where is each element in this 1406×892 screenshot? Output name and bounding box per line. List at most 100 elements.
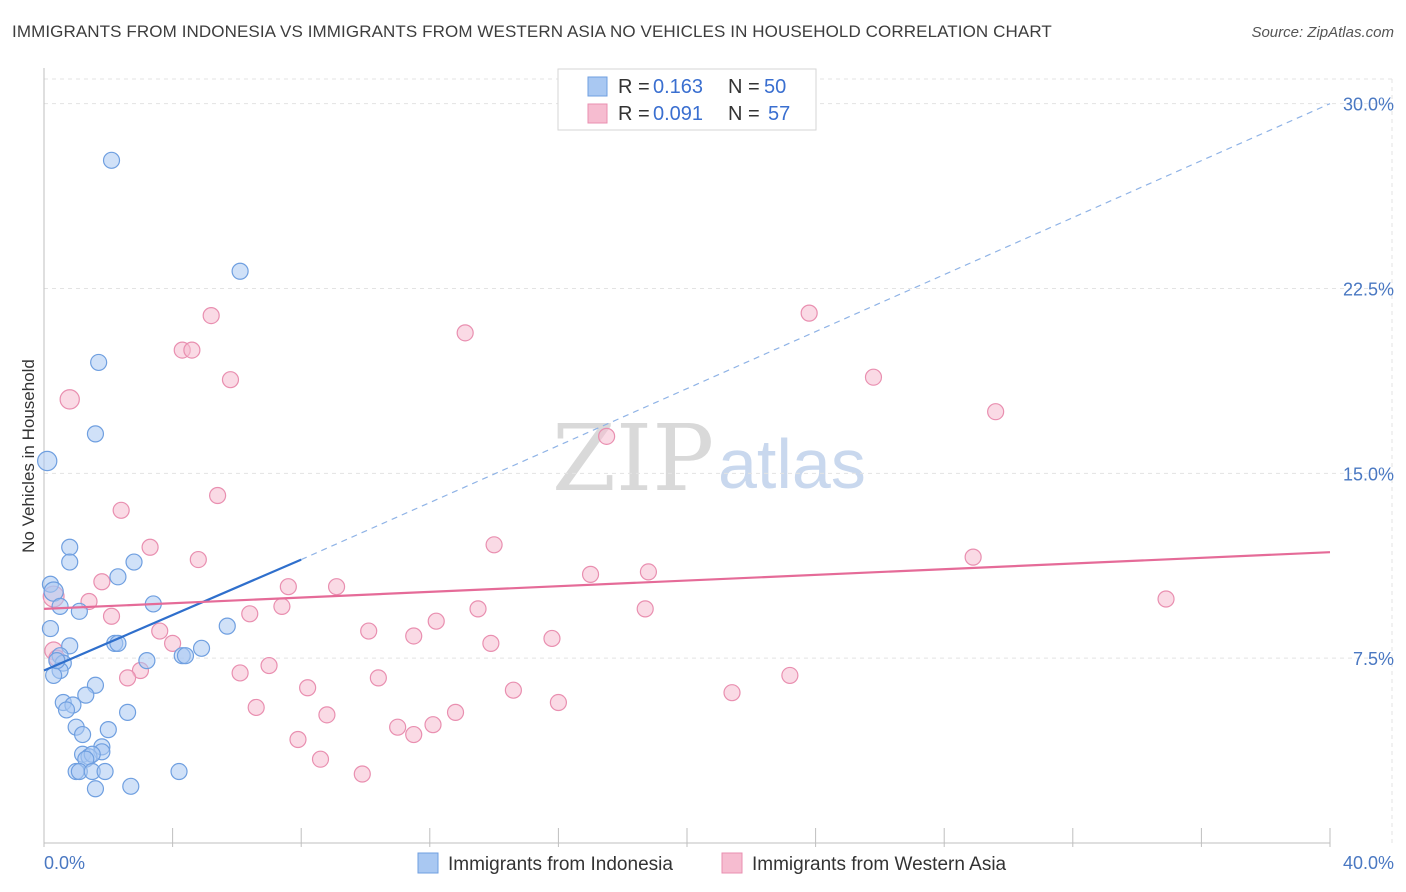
western-asia-point-45 [723, 684, 741, 702]
western-asia-point-33 [543, 629, 561, 648]
indonesia-point-28 [77, 686, 95, 704]
western-asia-point-10 [209, 486, 227, 505]
western-asia-point-23 [1157, 590, 1175, 608]
western-asia-point-52 [405, 725, 423, 744]
western-asia-point-12 [141, 538, 159, 556]
western-asia-point-9 [598, 427, 616, 445]
indonesia-point-7 [125, 553, 143, 571]
western-asia-point-29 [427, 612, 445, 630]
legend-r-label-1: R = [618, 76, 650, 98]
western-asia-trend-line [43, 551, 1331, 610]
bottom-legend-swatch-indonesia [417, 852, 439, 874]
western-asia-point-42 [781, 666, 799, 685]
western-asia-point-20 [327, 578, 346, 596]
western-asia-point-28 [241, 605, 259, 623]
indonesia-point-46 [170, 762, 188, 781]
western-asia-point-46 [549, 693, 568, 712]
source-label: Source: ZipAtlas.com [1251, 24, 1394, 41]
bottom-legend-label-western-asia: Immigrants from Western Asia [752, 854, 1007, 875]
legend-r-value-2: 0.091 [653, 103, 703, 125]
western-asia-point-54 [311, 750, 330, 768]
legend-n-value-1: 50 [764, 76, 786, 98]
x-tick-label-max: 40.0% [1343, 853, 1394, 873]
western-asia-point-55 [353, 765, 371, 783]
western-asia-point-51 [389, 718, 407, 736]
indonesia-point-48 [122, 777, 140, 795]
indonesia-point-32 [118, 703, 137, 721]
western-asia-point-11 [112, 501, 130, 519]
indonesia-point-22 [138, 652, 156, 670]
indonesia-point-11 [51, 597, 69, 616]
indonesia-point-47 [86, 780, 105, 798]
indonesia-point-5 [61, 538, 79, 556]
indonesia-point-3 [90, 353, 108, 372]
indonesia-point-34 [73, 725, 92, 744]
western-asia-point-40 [118, 669, 137, 687]
indonesia-point-14 [41, 619, 60, 638]
western-asia-point-7 [864, 368, 883, 386]
western-asia-point-47 [247, 698, 265, 717]
western-asia-point-27 [102, 607, 121, 625]
legend-swatch-indonesia [587, 76, 608, 97]
western-asia-point-6 [800, 304, 818, 322]
western-asia-point-43 [299, 679, 317, 697]
indonesia-point-0 [37, 450, 58, 472]
legend-r-value-1: 0.163 [653, 76, 703, 98]
top-legend: R = 0.163 N = 50 R = 0.091 N = 57 [557, 68, 817, 131]
indonesia-point-15 [218, 617, 236, 635]
western-asia-point-19 [279, 578, 297, 596]
y-tick-label-2: 22.5% [1343, 279, 1394, 299]
indonesia-point-35 [99, 721, 117, 739]
western-asia-point-13 [189, 550, 207, 569]
indonesia-point-6 [61, 553, 79, 571]
western-asia-point-48 [318, 706, 336, 724]
western-asia-point-4 [221, 371, 240, 389]
trend-lines-layer [43, 551, 1331, 672]
western-asia-point-16 [581, 565, 600, 583]
watermark-zip: ZIP [552, 405, 714, 512]
legend-n-value-2: 57 [768, 103, 790, 125]
indonesia-point-31 [57, 701, 76, 719]
indonesia-point-1 [102, 151, 121, 169]
indonesia-point-45 [96, 762, 114, 781]
indonesia-point-4 [86, 425, 105, 443]
western-asia-point-0 [59, 389, 80, 410]
trend-dashed-layer [300, 103, 1331, 561]
chart-title: IMMIGRANTS FROM INDONESIA VS IMMIGRANTS … [12, 22, 1052, 41]
western-asia-point-49 [446, 703, 465, 721]
western-asia-point-30 [151, 622, 169, 640]
western-asia-point-41 [369, 669, 387, 687]
western-asia-point-26 [636, 600, 654, 618]
indonesia-point-24 [176, 647, 195, 665]
legend-swatch-western-asia [587, 103, 608, 124]
y-tick-label-1: 15.0% [1343, 464, 1394, 484]
western-asia-point-44 [504, 681, 522, 699]
legend-r-label-2: R = [618, 103, 650, 125]
indonesia-point-2 [231, 262, 249, 280]
western-asia-point-15 [964, 548, 982, 566]
western-asia-point-24 [273, 597, 291, 616]
bottom-legend-label-indonesia: Immigrants from Indonesia [448, 854, 673, 875]
points-layer [37, 151, 1175, 798]
legend-n-label-2: N = [728, 103, 760, 125]
indonesia-point-19 [192, 639, 211, 657]
western-asia-point-34 [164, 634, 182, 652]
bottom-legend-swatch-western-asia [721, 852, 743, 874]
axes [43, 68, 1331, 847]
western-asia-point-39 [231, 664, 249, 682]
western-asia-point-32 [405, 627, 423, 645]
y-axis-label: No Vehicles in Household [19, 359, 38, 553]
y-tick-labels: 7.5% 15.0% 22.5% 30.0% [1343, 95, 1394, 670]
y-tick-label-3: 30.0% [1343, 95, 1394, 115]
western-asia-point-38 [260, 656, 278, 675]
western-asia-point-3 [183, 341, 201, 359]
indonesia-trend-extension [300, 103, 1331, 561]
western-asia-point-18 [93, 573, 111, 591]
western-asia-point-25 [469, 600, 487, 618]
western-asia-point-8 [987, 403, 1005, 421]
western-asia-point-1 [202, 306, 220, 325]
y-tick-label-0: 7.5% [1353, 649, 1394, 669]
western-asia-point-53 [289, 730, 307, 749]
indonesia-point-12 [70, 602, 88, 620]
